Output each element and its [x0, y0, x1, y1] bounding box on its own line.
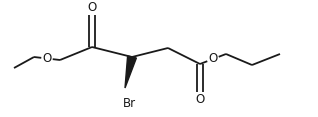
Text: O: O [195, 93, 204, 106]
Text: Br: Br [122, 97, 135, 110]
Text: O: O [42, 52, 52, 65]
Text: O: O [208, 53, 218, 66]
Text: O: O [87, 1, 97, 14]
Polygon shape [125, 56, 136, 88]
